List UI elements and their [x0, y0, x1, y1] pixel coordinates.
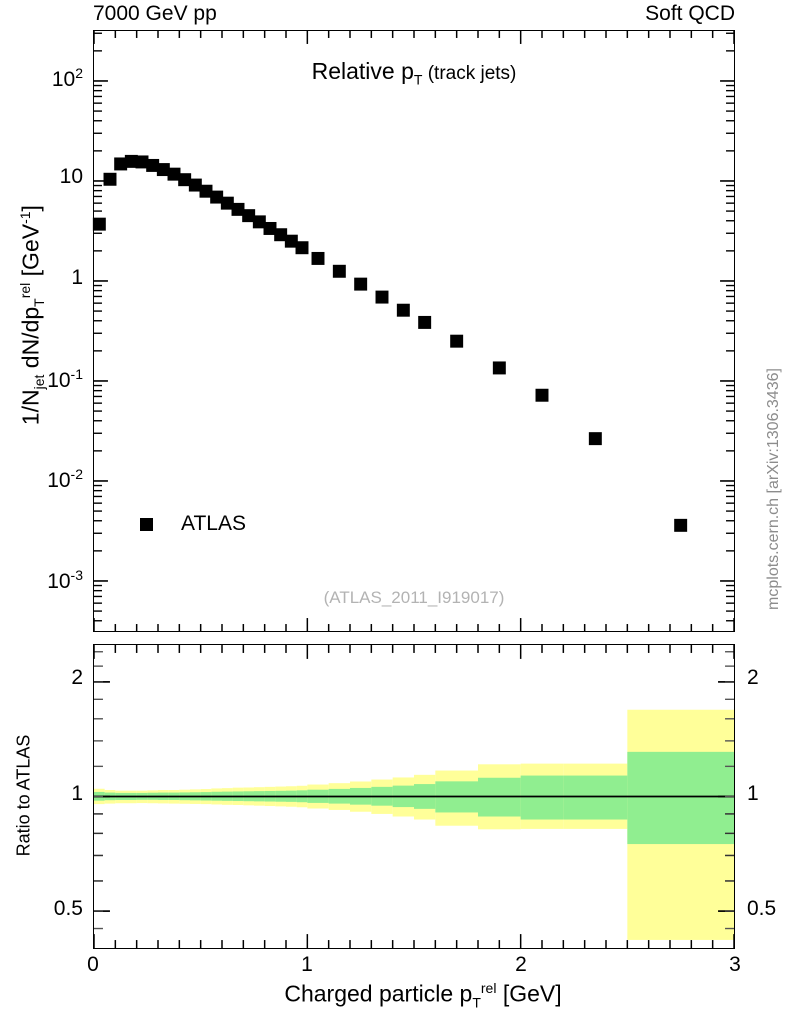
- ratio-band-segment-inner: [627, 751, 734, 845]
- data-point-marker: [156, 163, 170, 177]
- data-point-marker: [375, 290, 389, 304]
- data-point-marker: [252, 215, 266, 229]
- xaxis-sub-T: T: [472, 994, 481, 1011]
- xaxis-part-a: Charged particle p: [284, 980, 473, 1007]
- data-point-marker: [492, 361, 506, 375]
- ratio-ytick-label-right: 1: [747, 781, 759, 805]
- xtick-label: 2: [515, 953, 527, 976]
- ratio-ytick-label-right: 0.5: [747, 896, 777, 920]
- data-point-marker: [199, 184, 213, 198]
- plot-title-rest: (track jets): [422, 63, 517, 84]
- legend-label-atlas: ATLAS: [181, 512, 246, 535]
- data-point-marker: [231, 202, 245, 216]
- yaxis-part-b: dN/dp: [17, 306, 44, 375]
- plot-title-main: Relative p: [311, 58, 414, 84]
- main-plot-canvas: [92, 31, 735, 631]
- ratio-ytick-label-right: 2: [747, 666, 759, 690]
- data-point-marker: [167, 167, 181, 181]
- data-series-atlas: [92, 154, 688, 532]
- xaxis-title: Charged particle pTrel [GeV]: [93, 980, 753, 1010]
- yaxis-part-a: 1/N: [17, 389, 44, 426]
- data-point-marker: [354, 277, 368, 291]
- data-point-marker: [450, 334, 464, 348]
- data-point-marker: [114, 157, 128, 171]
- data-point-marker: [535, 388, 549, 402]
- ratio-plot-canvas: [93, 645, 735, 948]
- ratio-band-segment-inner: [563, 775, 628, 820]
- yaxis-sub-T: T: [31, 298, 48, 307]
- main-ytick-label: 10: [59, 165, 83, 189]
- dataset-watermark: (ATLAS_2011_I919017): [323, 588, 505, 607]
- data-point-marker: [178, 173, 192, 187]
- data-point-marker: [284, 234, 298, 248]
- data-point-marker: [418, 315, 432, 329]
- legend-marker-square: [140, 517, 153, 531]
- side-watermark: mcplots.cern.ch [arXiv:1306.3436]: [765, 368, 782, 610]
- plot-title-sub: T: [413, 71, 423, 88]
- data-point-marker: [92, 217, 106, 231]
- ratio-ytick-label-left: 1: [71, 781, 83, 805]
- plot-title: Relative pT (track jets): [93, 58, 735, 88]
- main-ytick-label: 10-3: [47, 566, 83, 593]
- header-process: Soft QCD: [645, 2, 735, 25]
- xtick-label: 0: [87, 953, 99, 976]
- data-point-marker: [674, 518, 688, 532]
- yaxis-sup-inv: -1: [16, 211, 33, 224]
- data-point-marker: [588, 432, 602, 446]
- data-point-marker: [188, 178, 202, 192]
- xtick-label: 1: [301, 953, 313, 976]
- data-point-marker: [332, 264, 346, 278]
- main-ytick-label: 10-1: [47, 366, 83, 393]
- xaxis-part-b: [GeV]: [496, 980, 562, 1007]
- data-point-marker: [274, 228, 288, 242]
- data-point-marker: [220, 196, 234, 210]
- data-point-marker: [135, 155, 149, 169]
- xaxis-sup-rel: rel: [480, 980, 497, 996]
- data-point-marker: [396, 303, 410, 317]
- ratio-band-inner: [94, 751, 734, 845]
- main-ytick-label: 10-2: [47, 466, 83, 493]
- ratio-band-segment-inner: [520, 775, 564, 820]
- ratio-ytick-label-left: 2: [71, 666, 83, 690]
- data-point-marker: [311, 251, 325, 265]
- main-ytick-label: 102: [51, 65, 83, 92]
- data-point-marker: [295, 241, 309, 255]
- legend: ATLAS: [140, 512, 246, 536]
- xtick-label: 3: [729, 953, 741, 976]
- data-point-marker: [242, 209, 256, 223]
- data-point-marker: [124, 154, 138, 168]
- header-beam-energy: 7000 GeV pp: [93, 2, 217, 25]
- data-point-marker: [146, 158, 160, 172]
- main-plot-panel: [92, 30, 735, 632]
- data-point-marker: [103, 172, 117, 186]
- yaxis-part-d: ]: [17, 205, 44, 212]
- ratio-ytick-label-left: 0.5: [53, 896, 83, 920]
- main-ytick-label: 1: [71, 265, 83, 289]
- ratio-plot-panel: [93, 644, 735, 949]
- data-point-marker: [210, 190, 224, 204]
- main-yaxis-title: 1/Njet dN/dpTrel [GeV-1]: [17, 35, 47, 595]
- data-point-marker: [263, 221, 277, 235]
